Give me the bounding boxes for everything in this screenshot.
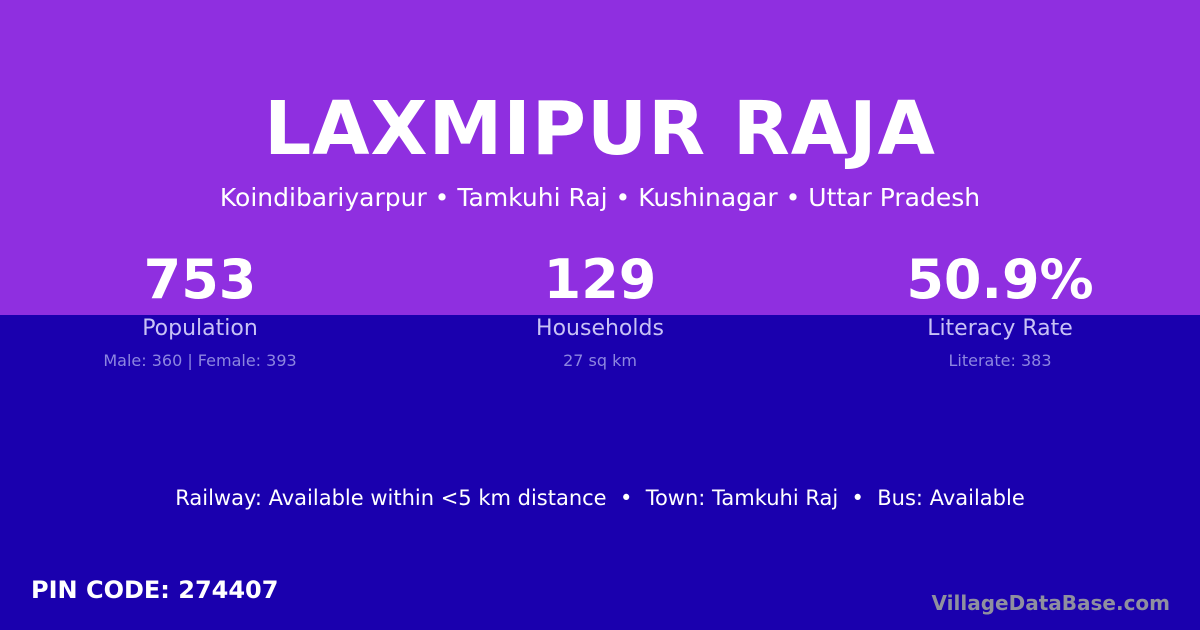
pin-code: PIN CODE: 274407 <box>31 576 279 604</box>
stat-label: Households <box>536 316 664 341</box>
stat-value: 129 <box>543 248 657 311</box>
brand-logo: VillageDataBase.com <box>931 591 1170 615</box>
stat-detail: Literate: 383 <box>948 351 1052 370</box>
amenities-line: Railway: Available within <5 km distance… <box>175 486 1025 510</box>
location-breadcrumb: Koindibariyarpur • Tamkuhi Raj • Kushina… <box>219 183 981 212</box>
stat-label: Literacy Rate <box>927 316 1073 341</box>
stat-value: 753 <box>143 248 257 311</box>
stat-value: 50.9% <box>906 248 1094 311</box>
village-title: LAXMIPUR RAJA <box>264 86 936 172</box>
header-band <box>0 0 1200 315</box>
stat-label: Population <box>142 316 258 341</box>
stat-population: 753 Population Male: 360 | Female: 393 <box>0 248 400 371</box>
stat-literacy: 50.9% Literacy Rate Literate: 383 <box>800 248 1200 371</box>
stat-detail: Male: 360 | Female: 393 <box>103 351 297 370</box>
stat-households: 129 Households 27 sq km <box>400 248 800 371</box>
stat-detail: 27 sq km <box>563 351 637 370</box>
